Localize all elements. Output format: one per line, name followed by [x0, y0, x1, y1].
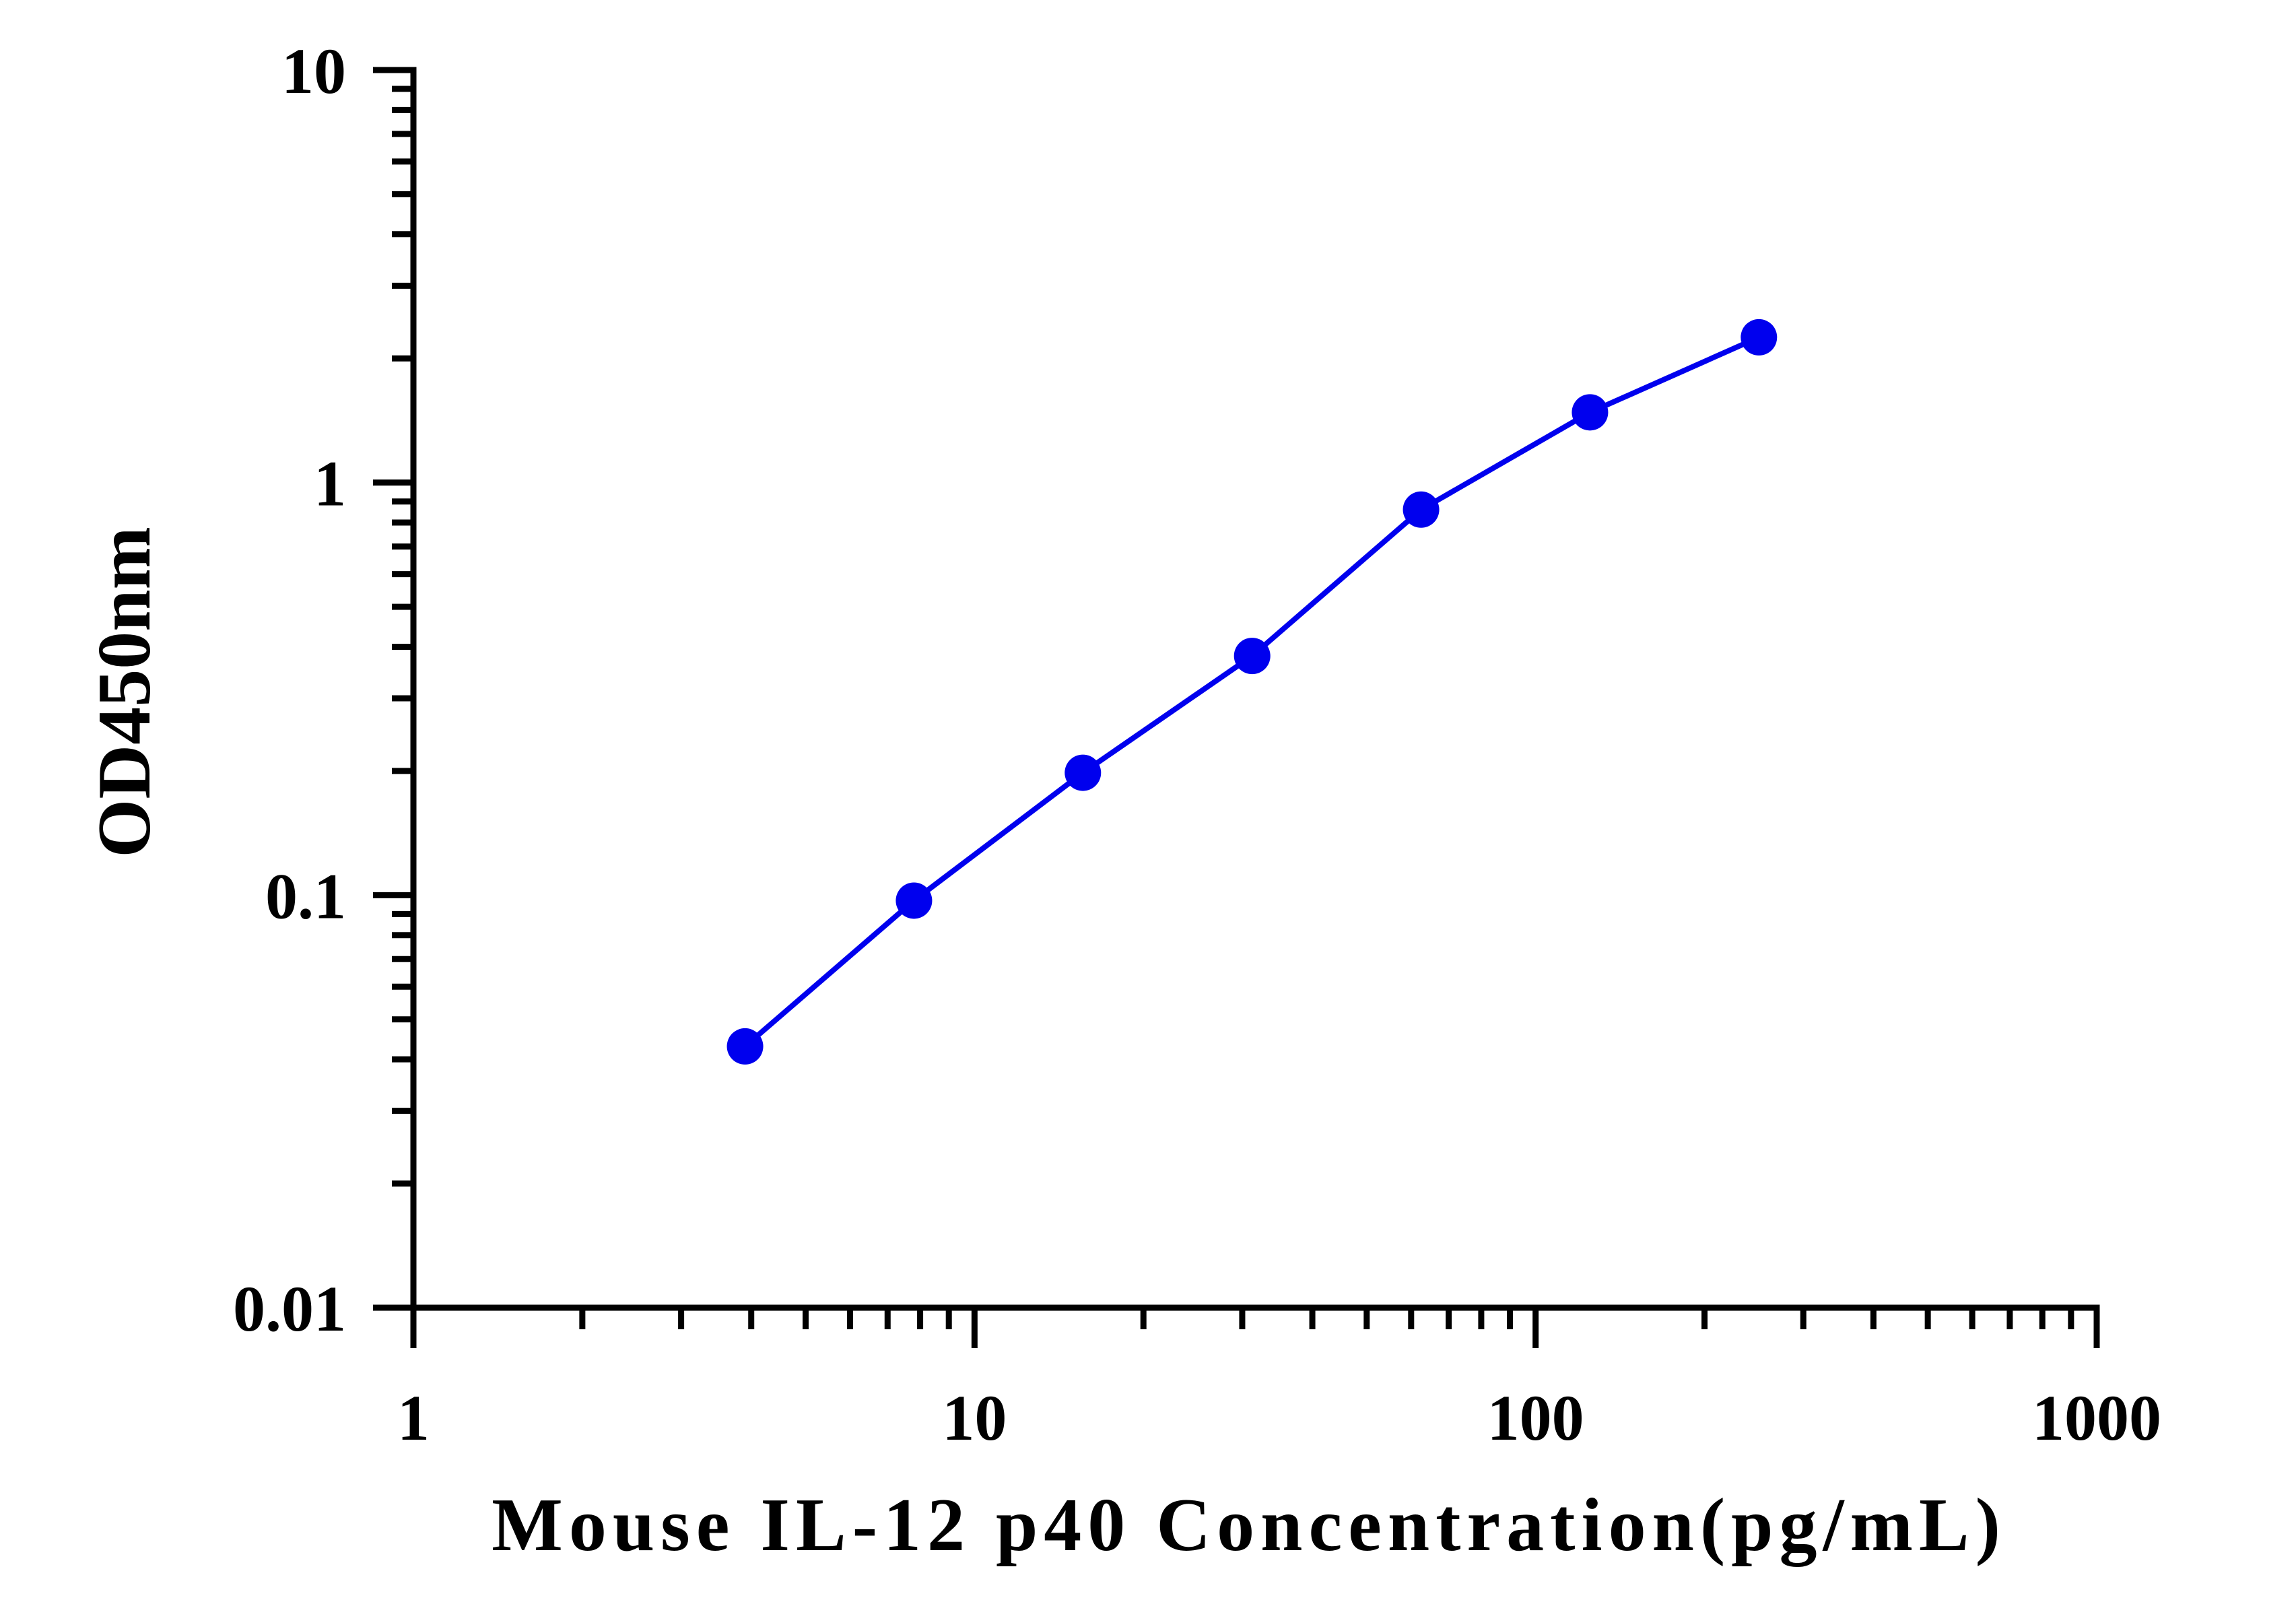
data-point-1 — [727, 1028, 764, 1065]
y-tick-label-10: 10 — [281, 35, 346, 107]
y-tick-label-0.1: 0.1 — [265, 860, 346, 932]
data-point-4 — [1234, 638, 1271, 675]
data-point-2 — [896, 882, 933, 919]
y-axis-tick-labels: 0.01 0.1 1 10 — [233, 35, 346, 1345]
y-axis-title: OD450nm — [83, 527, 166, 858]
data-point-7 — [1741, 319, 1778, 356]
data-point-6 — [1572, 394, 1609, 431]
y-axis-major-ticks — [373, 67, 413, 1311]
y-tick-label-1: 1 — [314, 448, 346, 520]
x-tick-label-100: 100 — [1487, 1382, 1584, 1454]
x-tick-label-10: 10 — [942, 1382, 1007, 1454]
x-axis-minor-ticks — [579, 1308, 2074, 1329]
x-tick-label-1000: 1000 — [2032, 1382, 2161, 1454]
x-tick-label-1: 1 — [397, 1382, 430, 1454]
y-axis-minor-ticks — [392, 86, 413, 1187]
x-axis-major-ticks — [410, 1308, 2100, 1348]
y-tick-label-0.01: 0.01 — [233, 1273, 346, 1345]
x-axis-tick-labels: 1 10 100 1000 — [397, 1382, 2161, 1454]
x-axis-title: Mouse IL-12 p40 Concentration(pg/mL) — [492, 1483, 2006, 1567]
data-point-3 — [1065, 754, 1102, 791]
standard-curve-line — [743, 335, 1760, 1048]
data-point-5 — [1403, 491, 1440, 528]
standard-curve-points — [727, 319, 1778, 1065]
